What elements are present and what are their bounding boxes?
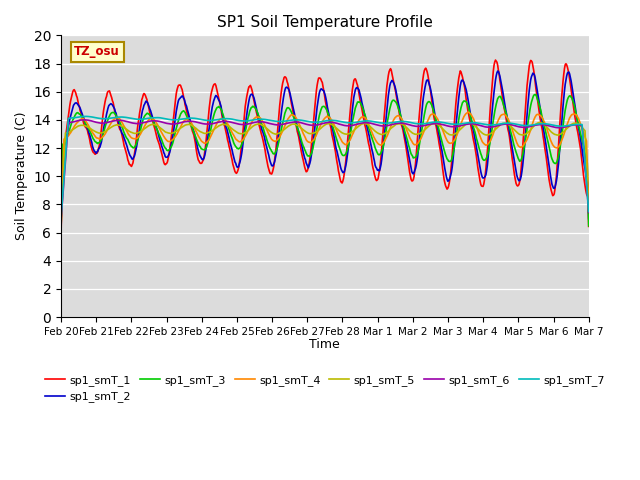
sp1_smT_7: [175, 117, 183, 122]
sp1_smT_7: [67, 115, 74, 121]
sp1_smT_7: [405, 119, 413, 125]
sp1_smT_4: [175, 128, 182, 134]
sp1_smT_3: [404, 141, 412, 146]
Y-axis label: Soil Temperature (C): Soil Temperature (C): [15, 112, 28, 240]
sp1_smT_1: [67, 98, 74, 104]
sp1_smT_2: [121, 137, 129, 143]
sp1_smT_7: [390, 120, 397, 125]
sp1_smT_4: [465, 109, 472, 115]
sp1_smT_2: [202, 144, 210, 150]
sp1_smT_3: [585, 223, 593, 228]
sp1_smT_1: [202, 135, 210, 141]
sp1_smT_6: [57, 217, 65, 223]
sp1_smT_1: [404, 159, 412, 165]
sp1_smT_2: [389, 78, 397, 84]
Line: sp1_smT_2: sp1_smT_2: [61, 71, 589, 233]
Line: sp1_smT_3: sp1_smT_3: [61, 95, 589, 226]
sp1_smT_5: [175, 127, 182, 132]
sp1_smT_4: [389, 119, 397, 125]
sp1_smT_3: [57, 211, 65, 217]
sp1_smT_6: [67, 120, 74, 125]
sp1_smT_3: [531, 92, 539, 97]
Line: sp1_smT_6: sp1_smT_6: [61, 120, 589, 220]
sp1_smT_5: [536, 120, 543, 125]
sp1_smT_2: [175, 97, 182, 103]
sp1_smT_7: [57, 215, 65, 221]
sp1_smT_5: [585, 207, 593, 213]
sp1_smT_2: [67, 113, 74, 119]
sp1_smT_6: [175, 120, 183, 126]
sp1_smT_1: [121, 145, 129, 151]
sp1_smT_3: [175, 118, 182, 123]
sp1_smT_4: [57, 226, 65, 231]
sp1_smT_7: [585, 209, 593, 215]
Line: sp1_smT_7: sp1_smT_7: [61, 116, 589, 218]
sp1_smT_1: [57, 234, 65, 240]
sp1_smT_3: [67, 123, 74, 129]
sp1_smT_6: [405, 122, 413, 128]
Text: TZ_osu: TZ_osu: [74, 45, 120, 58]
sp1_smT_4: [585, 206, 593, 212]
X-axis label: Time: Time: [310, 338, 340, 351]
sp1_smT_5: [121, 125, 129, 131]
sp1_smT_2: [404, 149, 412, 155]
sp1_smT_4: [404, 131, 412, 136]
sp1_smT_6: [585, 210, 593, 216]
sp1_smT_2: [57, 230, 65, 236]
sp1_smT_3: [389, 97, 397, 103]
Line: sp1_smT_4: sp1_smT_4: [61, 112, 589, 228]
sp1_smT_4: [67, 130, 74, 136]
sp1_smT_1: [389, 74, 397, 80]
sp1_smT_6: [122, 119, 129, 124]
sp1_smT_4: [121, 125, 129, 131]
sp1_smT_3: [202, 144, 210, 150]
sp1_smT_6: [81, 117, 88, 123]
sp1_smT_2: [494, 68, 502, 74]
sp1_smT_5: [57, 222, 65, 228]
sp1_smT_6: [204, 121, 211, 127]
sp1_smT_1: [175, 83, 182, 88]
sp1_smT_5: [202, 131, 210, 136]
sp1_smT_5: [67, 128, 74, 134]
sp1_smT_1: [585, 224, 593, 229]
sp1_smT_1: [492, 57, 499, 63]
sp1_smT_7: [204, 118, 211, 123]
sp1_smT_4: [202, 140, 210, 146]
sp1_smT_5: [389, 124, 397, 130]
sp1_smT_5: [404, 126, 412, 132]
Line: sp1_smT_1: sp1_smT_1: [61, 60, 589, 237]
sp1_smT_3: [121, 132, 129, 137]
sp1_smT_7: [122, 114, 129, 120]
Legend: sp1_smT_1, sp1_smT_2, sp1_smT_3, sp1_smT_4, sp1_smT_5, sp1_smT_6, sp1_smT_7: sp1_smT_1, sp1_smT_2, sp1_smT_3, sp1_smT…: [40, 371, 609, 407]
Title: SP1 Soil Temperature Profile: SP1 Soil Temperature Profile: [217, 15, 433, 30]
sp1_smT_2: [585, 216, 593, 222]
Line: sp1_smT_5: sp1_smT_5: [61, 122, 589, 225]
sp1_smT_7: [81, 113, 88, 119]
sp1_smT_6: [390, 121, 397, 127]
